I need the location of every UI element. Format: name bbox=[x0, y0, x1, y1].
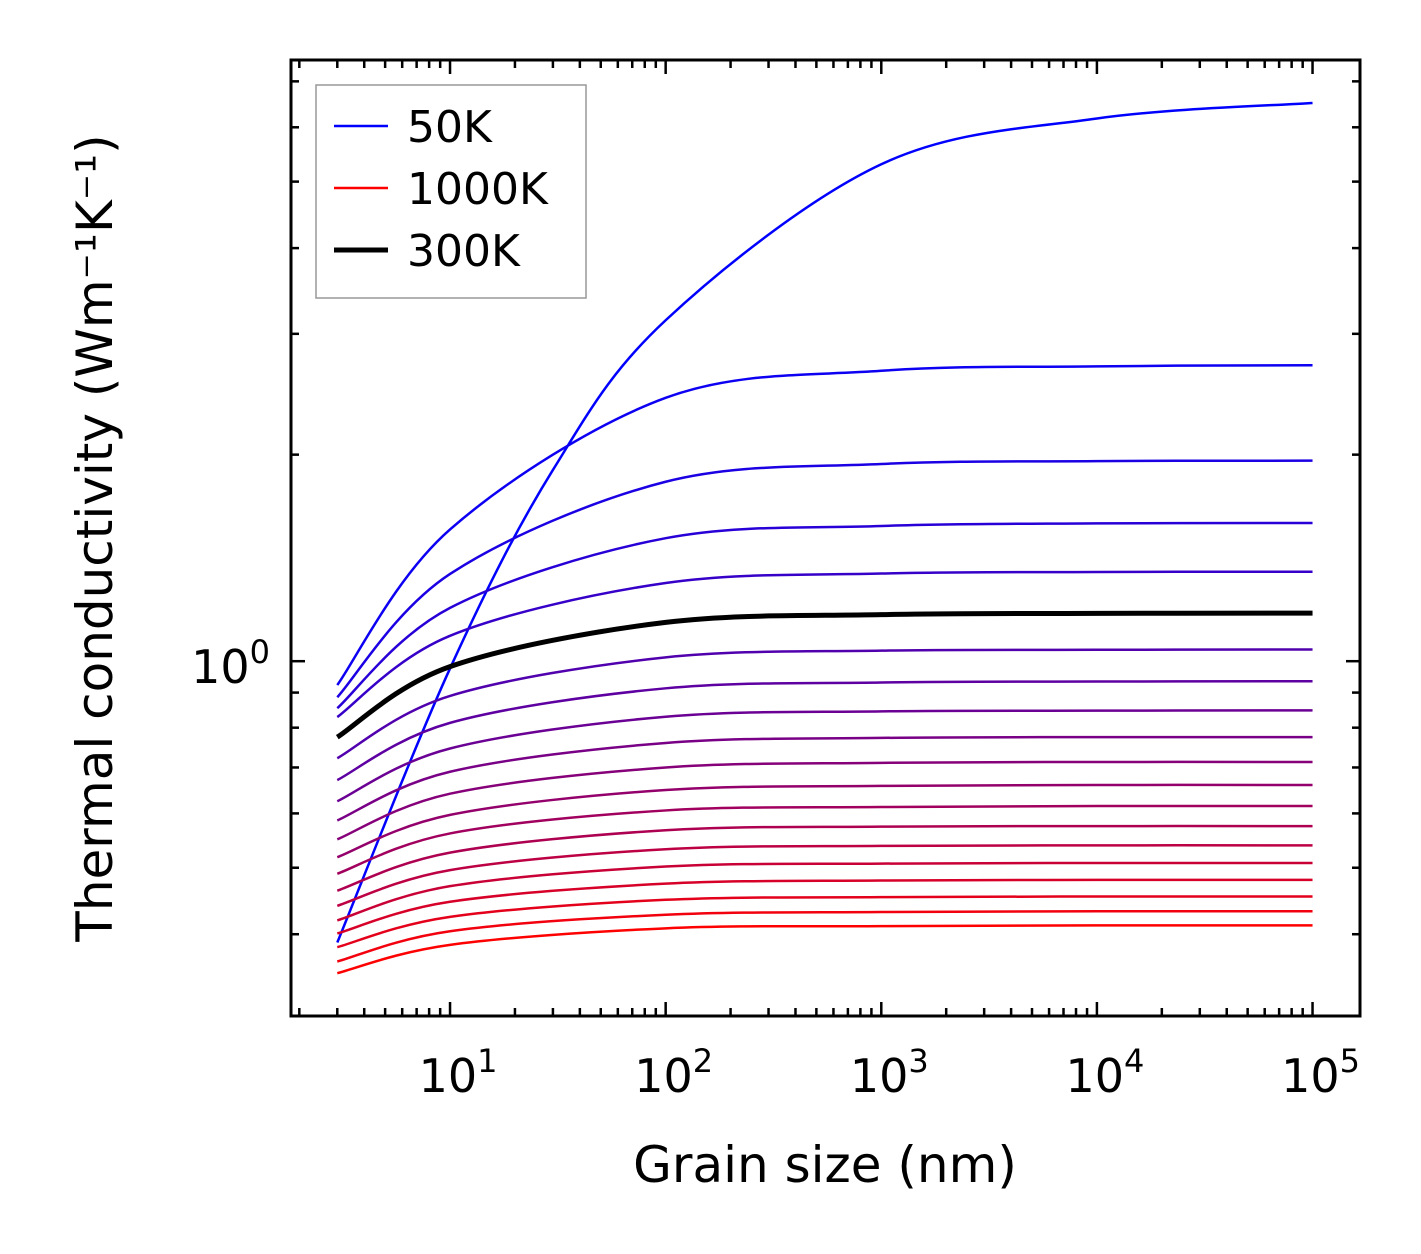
x-tick-label: 103 bbox=[850, 1042, 929, 1103]
series-lines bbox=[335, 101, 1313, 975]
tick-labels: 101 102 103 104 105 100 bbox=[191, 633, 1360, 1103]
x-axis-label: Grain size (nm) bbox=[633, 1136, 1017, 1194]
series-line-550K bbox=[336, 760, 1313, 841]
series-line-500K bbox=[336, 735, 1313, 822]
series-line-750K bbox=[336, 844, 1313, 908]
series-line-50K bbox=[336, 101, 1313, 944]
series-line-850K bbox=[336, 878, 1313, 935]
legend-label-50K: 50K bbox=[407, 102, 493, 153]
series-line-600K bbox=[336, 783, 1313, 859]
series-line-200K bbox=[336, 521, 1313, 710]
series-line-400K bbox=[336, 679, 1313, 782]
legend-label-300K: 300K bbox=[407, 226, 521, 277]
y-tick-label: 100 bbox=[191, 633, 270, 694]
series-line-150K bbox=[336, 459, 1313, 699]
series-line-950K bbox=[336, 909, 1313, 963]
x-tick-label: 105 bbox=[1281, 1042, 1360, 1103]
series-line-900K bbox=[336, 895, 1313, 949]
x-tick-label: 104 bbox=[1065, 1042, 1144, 1103]
series-line-650K bbox=[336, 804, 1313, 875]
legend-label-1000K: 1000K bbox=[407, 164, 549, 215]
series-line-100K bbox=[336, 363, 1313, 686]
series-line-300K bbox=[335, 610, 1313, 740]
plot-frame bbox=[289, 58, 1362, 1018]
series-line-350K bbox=[336, 648, 1313, 760]
x-tick-label: 102 bbox=[634, 1042, 713, 1103]
series-line-250K bbox=[336, 570, 1313, 719]
series-line-700K bbox=[336, 824, 1313, 892]
y-axis-label: Thermal conductivity (Wm⁻¹K⁻¹) bbox=[66, 134, 124, 942]
series-line-450K bbox=[336, 709, 1313, 803]
legend-box bbox=[315, 84, 587, 299]
series-line-800K bbox=[336, 861, 1313, 922]
series-line-1000K bbox=[336, 924, 1313, 975]
legend: 50K 1000K 300K bbox=[315, 84, 587, 299]
x-tick-label: 101 bbox=[419, 1042, 498, 1103]
